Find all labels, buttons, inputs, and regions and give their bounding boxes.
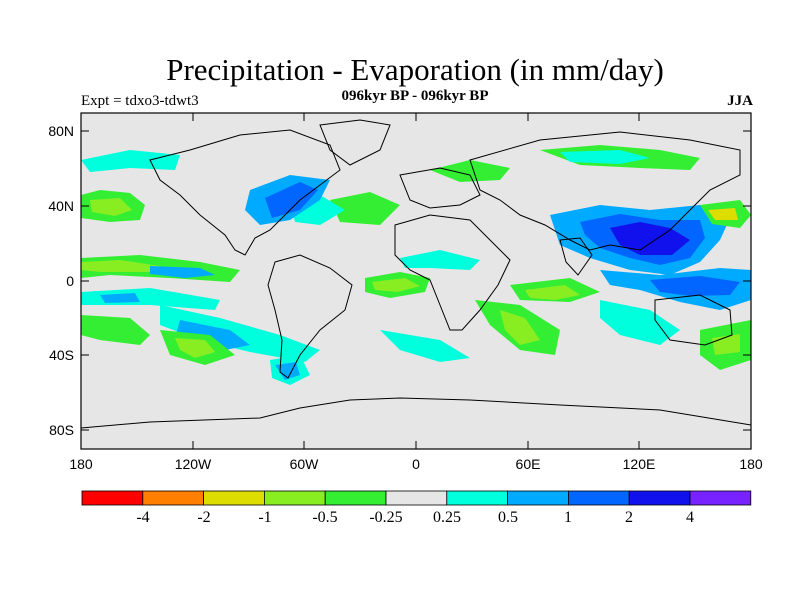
colorbar-swatch [203, 490, 265, 506]
lon-tick-label: 120W [175, 456, 212, 472]
colorbar-label: -2 [197, 509, 210, 526]
lon-tick-label: 60E [516, 456, 541, 472]
colorbar-swatch [385, 490, 448, 506]
lon-tick-label: 120E [623, 456, 656, 472]
coastlines [80, 119, 752, 429]
colorbar [81, 490, 752, 506]
season-label: JJA [727, 93, 753, 109]
colorbar-label: -1 [258, 509, 271, 526]
lat-tick-label: 40S [49, 347, 74, 363]
lat-tick-label: 80S [49, 422, 74, 438]
colorbar-label: -0.25 [369, 509, 402, 526]
colorbar-label: 0.25 [433, 509, 461, 526]
colorbar-label: 4 [686, 509, 694, 526]
field-patches [81, 145, 751, 385]
map-title: Precipitation - Evaporation (in mm/day) [166, 52, 664, 87]
colorbar-swatch [446, 490, 508, 506]
colorbar-labels: -4 -2 -1 -0.5 -0.25 0.25 0.5 1 2 4 [136, 509, 694, 526]
colorbar-swatch [689, 490, 752, 506]
lon-tick-label: 180 [69, 456, 93, 472]
colorbar-swatch [507, 490, 569, 506]
lon-tick-label: 0 [412, 456, 420, 472]
experiment-label: Expt = tdxo3-tdwt3 [81, 93, 199, 109]
colorbar-swatch [81, 490, 144, 506]
lat-tick-label: 40N [48, 198, 74, 214]
lat-tick-label: 80N [48, 123, 74, 139]
colorbar-swatch [568, 490, 630, 506]
colorbar-swatch [142, 490, 205, 506]
lon-tick-label: 60W [290, 456, 320, 472]
lat-tick-label: 0 [66, 273, 74, 289]
lon-tick-label: 180 [739, 456, 763, 472]
colorbar-label: 0.5 [498, 509, 518, 526]
map-subtitle: 096kyr BP - 096kyr BP [341, 88, 489, 104]
colorbar-label: 2 [625, 509, 633, 526]
colorbar-label: -4 [136, 509, 149, 526]
colorbar-label: -0.5 [312, 509, 337, 526]
colorbar-swatch [263, 490, 326, 506]
colorbar-swatch [324, 490, 387, 506]
colorbar-swatch [628, 490, 691, 506]
colorbar-label: 1 [564, 509, 572, 526]
axis-ticks [81, 113, 751, 449]
